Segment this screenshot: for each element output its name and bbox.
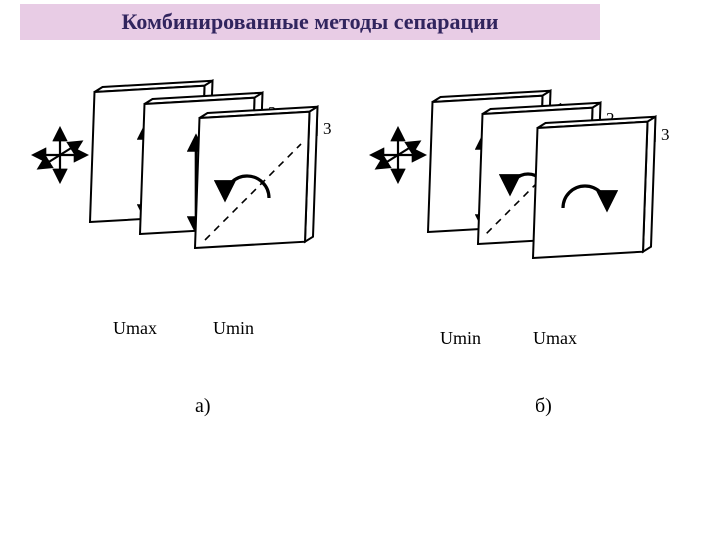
label: Umax — [533, 328, 577, 348]
label: б) — [535, 395, 552, 417]
figure-a: 123 — [90, 81, 332, 248]
b-plate-3: 3 — [533, 117, 670, 258]
diagram-canvas: 123 Umax Umin a) 123 Umax Umin б) — [0, 0, 720, 540]
label: a) — [195, 395, 211, 417]
label: Umin — [440, 328, 481, 348]
figure-b: 123 — [428, 91, 670, 258]
label: Umax — [113, 318, 157, 338]
a-plate-3: 3 — [195, 107, 332, 248]
label: Umin — [213, 318, 254, 338]
b-plate-3-number: 3 — [661, 125, 670, 144]
a-plate-3-number: 3 — [323, 119, 332, 138]
